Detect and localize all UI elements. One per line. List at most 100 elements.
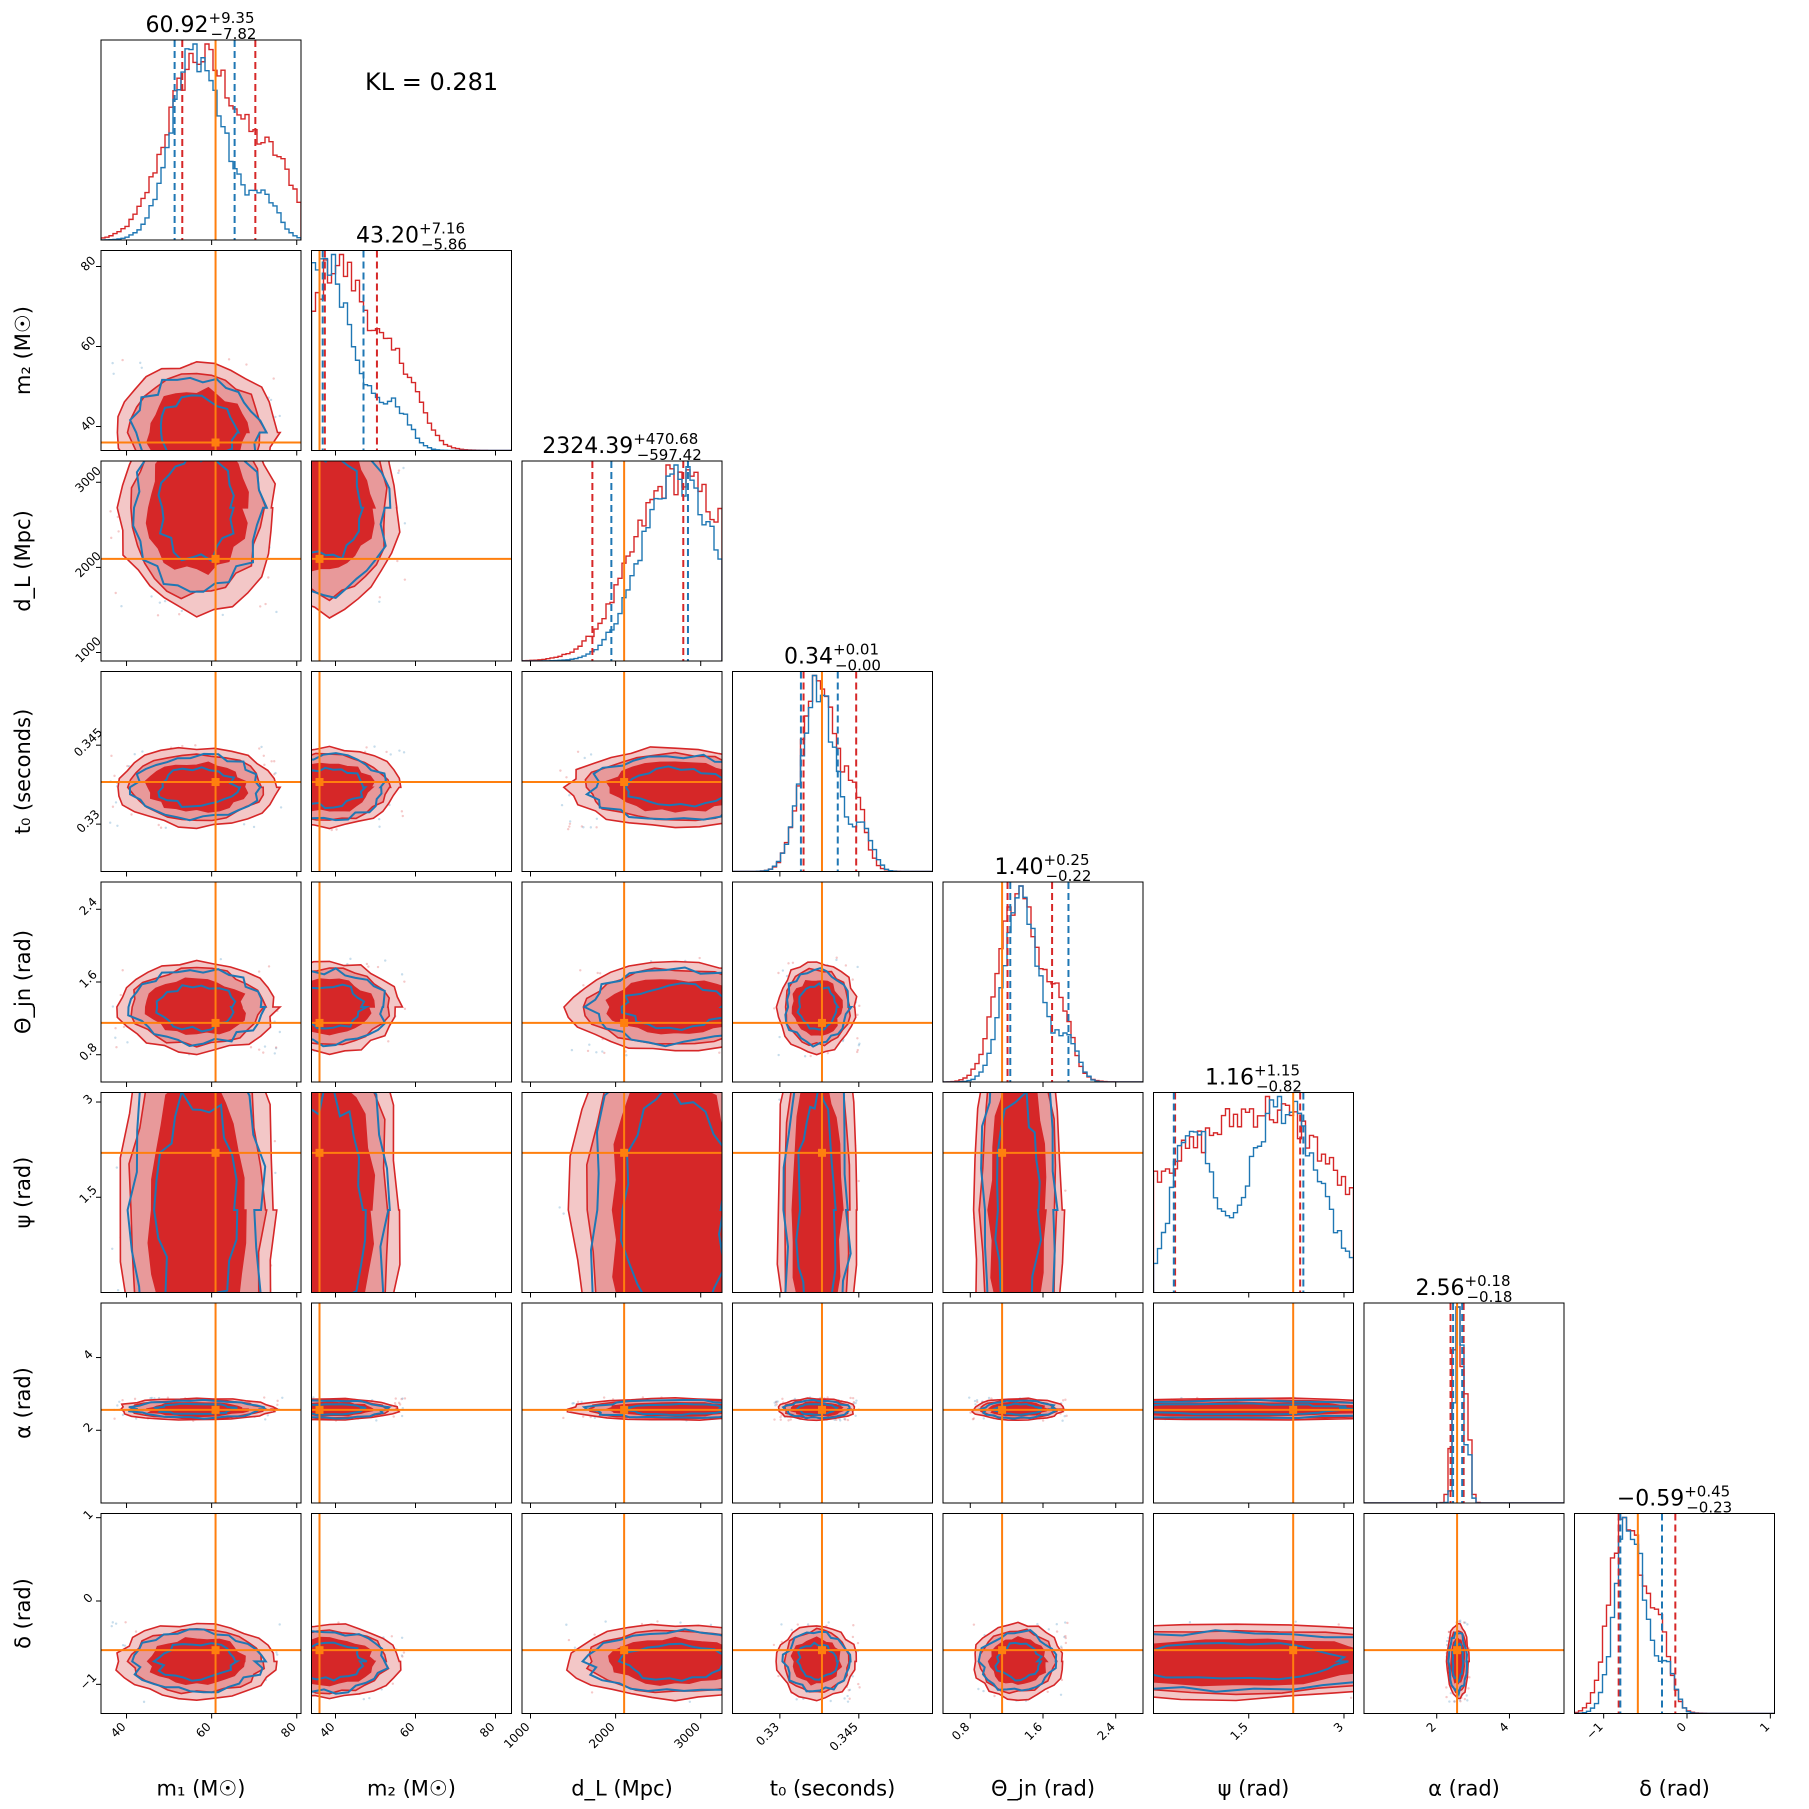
scatter-point	[1055, 1623, 1058, 1626]
scatter-point	[277, 501, 279, 503]
blue-contour-inner	[624, 1402, 722, 1416]
panel-frame	[311, 460, 512, 662]
scatter-point	[279, 1464, 281, 1466]
x-axis-label-2: d_L (Mpc)	[571, 1777, 673, 1802]
panel-frame	[1363, 1513, 1565, 1714]
scatter-point	[858, 1042, 861, 1045]
scatter-point	[982, 1417, 985, 1420]
scatter-point	[735, 1076, 737, 1078]
scatter-point	[119, 993, 122, 997]
scatter-point	[402, 466, 405, 470]
panel-5-3	[732, 1092, 933, 1428]
scatter-point	[569, 1421, 571, 1423]
scatter-point	[307, 567, 309, 569]
blue-contour-outer	[784, 967, 854, 1048]
panel-3-0	[100, 671, 302, 872]
scatter-point	[833, 1418, 836, 1422]
scatter-point	[122, 1025, 126, 1029]
title-minus: −0.00	[835, 657, 881, 675]
scatter-point	[858, 1004, 861, 1008]
scatter-point	[772, 1643, 776, 1647]
panel-frame	[100, 460, 302, 662]
scatter-point	[269, 398, 273, 402]
scatter-point	[571, 1402, 574, 1405]
scatter-point	[353, 1426, 355, 1428]
param-title-1: 43.20+7.16 −5.86	[356, 220, 467, 254]
scatter-point	[788, 1426, 790, 1428]
scatter-point	[990, 1397, 993, 1400]
scatter-point	[1040, 999, 1042, 1001]
panel-2-1	[307, 409, 512, 662]
x-axis-label-7: δ (rad)	[1639, 1777, 1710, 1801]
scatter-point	[390, 961, 392, 963]
panel-frame	[311, 1513, 512, 1714]
scatter-point	[360, 1363, 362, 1365]
scatter-point	[843, 1417, 846, 1421]
scatter-point	[134, 1417, 138, 1420]
scatter-point	[352, 409, 354, 411]
blue-contour-outer	[980, 1092, 1059, 1293]
scatter-point	[365, 962, 369, 966]
scatter-point	[267, 576, 270, 579]
scatter-point	[254, 1448, 256, 1450]
scatter-point	[1033, 1622, 1035, 1624]
scatter-point	[725, 990, 727, 992]
title-plus: +470.68	[633, 430, 698, 448]
scatter-point	[1453, 1700, 1456, 1703]
scatter-point	[1132, 1688, 1134, 1690]
scatter-point	[134, 1630, 138, 1633]
title-plus: +0.25	[1044, 851, 1090, 869]
scatter-point	[1064, 1398, 1067, 1401]
scatter-point	[768, 1030, 770, 1032]
scatter-point	[133, 1397, 137, 1401]
scatter-point	[266, 816, 268, 818]
blue-contour-outer	[127, 968, 267, 1048]
red-contour-inner	[311, 1092, 376, 1293]
scatter-point	[857, 1682, 860, 1686]
scatter-point	[1457, 1620, 1461, 1623]
x-tick-label: 80	[278, 1720, 299, 1741]
scatter-point	[973, 964, 975, 966]
scatter-point	[1052, 1045, 1054, 1047]
scatter-point	[401, 1406, 404, 1410]
scatter-point	[307, 1406, 309, 1408]
scatter-point	[729, 775, 731, 777]
scatter-point	[263, 763, 266, 767]
scatter-point	[738, 1676, 740, 1678]
scatter-point	[273, 1052, 276, 1055]
scatter-point	[308, 1659, 310, 1661]
blue-contour-inner	[994, 1092, 1043, 1293]
truth-marker	[315, 1018, 324, 1027]
scatter-point	[1066, 1621, 1069, 1625]
scatter-point	[213, 458, 215, 460]
scatter-point	[1482, 1637, 1484, 1639]
scatter-point	[156, 614, 160, 617]
red-contour-inner	[611, 1092, 722, 1293]
scatter-point	[783, 788, 785, 790]
scatter-point	[1060, 1647, 1063, 1650]
scatter-point	[316, 1311, 318, 1313]
scatter-point	[139, 361, 142, 365]
scatter-point	[270, 1639, 272, 1641]
scatter-point	[241, 1049, 243, 1051]
scatter-point	[379, 1447, 381, 1449]
red-histogram-3	[732, 674, 933, 872]
truth-marker	[620, 778, 629, 787]
title-value: 2.56	[1416, 1276, 1465, 1301]
y-tick-label: 1.6	[76, 967, 99, 990]
scatter-point	[288, 1655, 290, 1657]
scatter-point	[271, 811, 273, 813]
scatter-point	[370, 961, 372, 963]
scatter-point	[766, 1678, 768, 1680]
blue-histogram-3	[732, 674, 933, 872]
scatter-point	[782, 805, 784, 807]
scatter-point	[274, 771, 277, 775]
blue-contour-outer	[977, 1629, 1058, 1692]
scatter-point	[114, 1622, 118, 1625]
scatter-point	[762, 775, 764, 777]
scatter-point	[765, 750, 767, 752]
scatter-point	[971, 1418, 975, 1421]
scatter-point	[582, 984, 585, 987]
scatter-point	[774, 1089, 776, 1091]
panel-frame	[100, 1092, 302, 1293]
